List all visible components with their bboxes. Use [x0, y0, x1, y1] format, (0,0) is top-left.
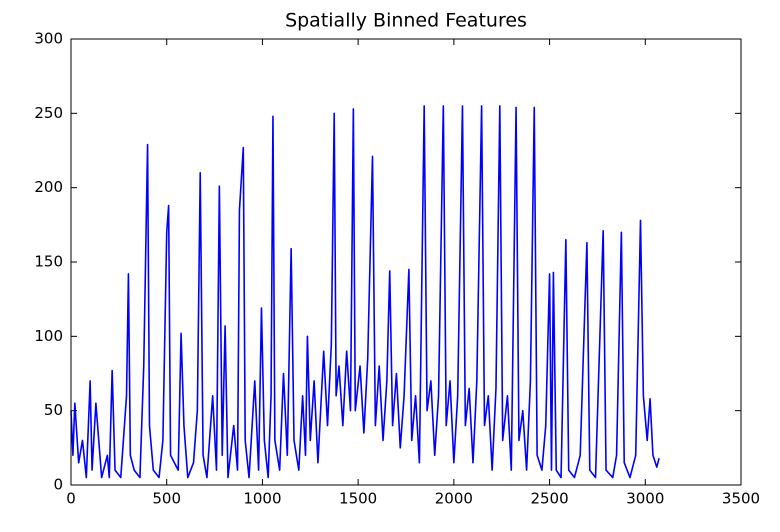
x-tick-label: 3500 [722, 490, 760, 508]
data-line [70, 105, 660, 479]
x-tick-label: 2000 [435, 490, 473, 508]
y-tick-label: 300 [34, 30, 63, 48]
x-tick-label: 3000 [626, 490, 664, 508]
y-tick-label: 150 [34, 253, 63, 271]
x-tick-label: 1000 [243, 490, 281, 508]
x-tick-label: 500 [152, 490, 181, 508]
y-tick-label: 50 [44, 401, 63, 419]
y-tick-label: 200 [34, 178, 63, 196]
chart-title: Spatially Binned Features [285, 10, 527, 32]
y-tick-label: 250 [34, 104, 63, 122]
plot-frame [70, 38, 742, 486]
x-tick-label: 0 [66, 490, 76, 508]
x-tick-label: 2500 [530, 490, 568, 508]
x-tick-label: 1500 [339, 490, 377, 508]
y-tick-label: 0 [53, 476, 63, 494]
y-tick-label: 100 [34, 327, 63, 345]
